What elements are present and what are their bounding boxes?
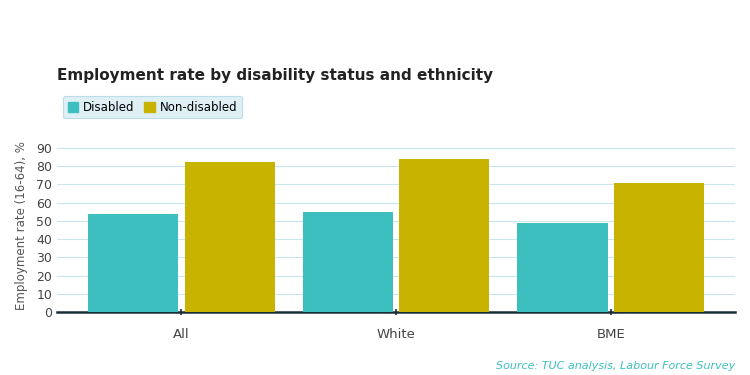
Text: Source: TUC analysis, Labour Force Survey: Source: TUC analysis, Labour Force Surve… — [496, 361, 735, 371]
Bar — [518, 223, 608, 312]
Bar — [88, 214, 178, 312]
Text: Employment rate by disability status and ethnicity: Employment rate by disability status and… — [57, 68, 494, 83]
Bar — [184, 162, 274, 312]
Legend: Disabled, Non-disabled: Disabled, Non-disabled — [63, 96, 242, 118]
Y-axis label: Employment rate (16-64), %: Employment rate (16-64), % — [15, 141, 28, 310]
Bar — [614, 183, 704, 312]
Bar — [303, 212, 393, 312]
Bar — [399, 159, 490, 312]
